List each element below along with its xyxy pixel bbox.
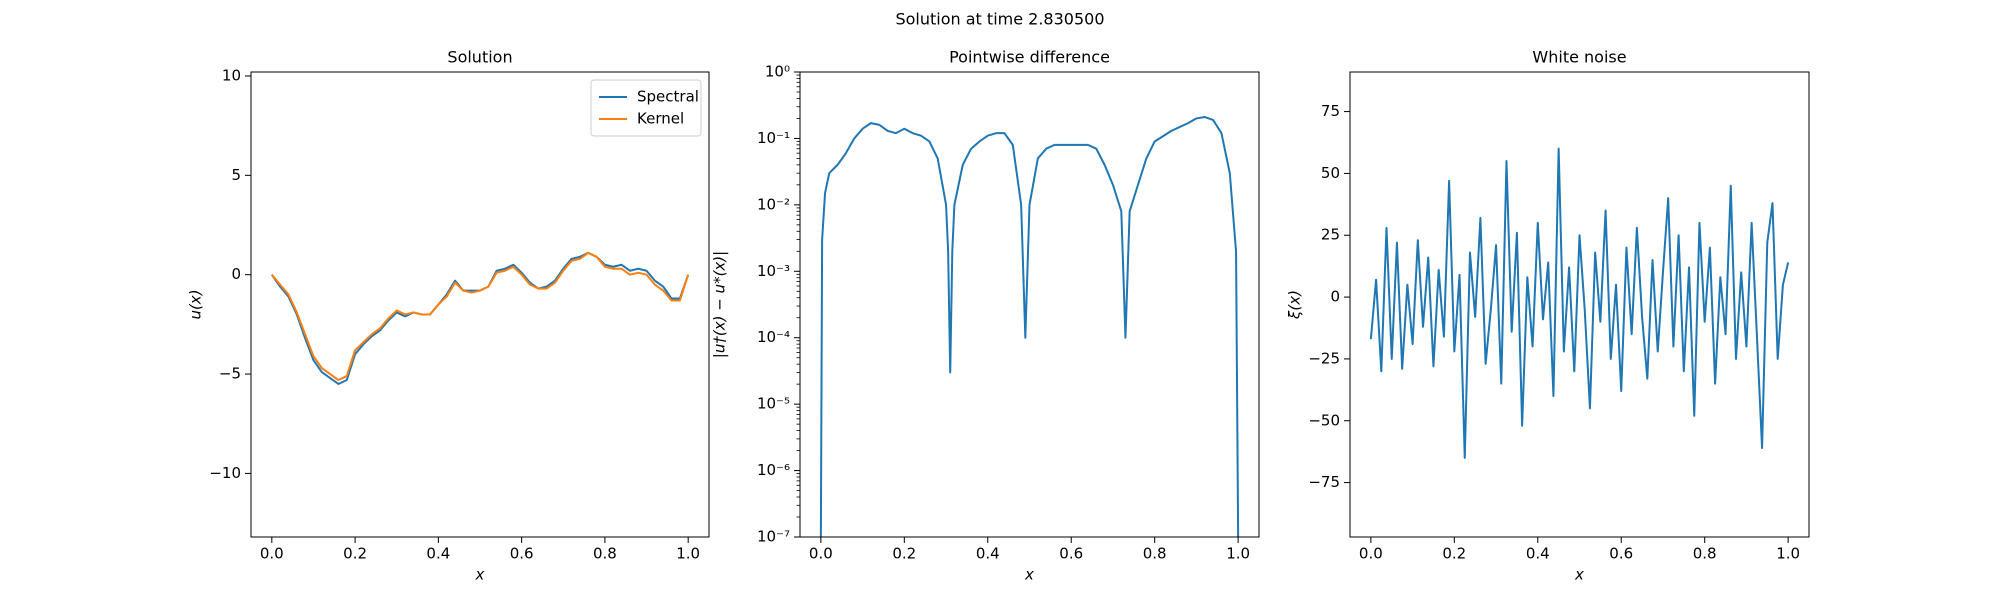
x-tick-label: 0.0 — [260, 545, 284, 563]
legend-label: Kernel — [637, 110, 684, 128]
y-tick-label: 10⁻⁴ — [757, 328, 790, 346]
y-tick-label: 25 — [1321, 226, 1340, 244]
x-axis-label: x — [475, 566, 485, 584]
x-tick-label: 0.6 — [510, 545, 534, 563]
x-tick-label: 0.0 — [809, 545, 833, 563]
y-axis-label: u(x) — [187, 289, 205, 319]
y-tick-label: −25 — [1308, 349, 1340, 367]
legend-box — [590, 79, 702, 137]
x-tick-label: 0.2 — [1442, 545, 1466, 563]
y-tick-label: 10⁻¹ — [757, 129, 790, 147]
y-tick-label: 75 — [1321, 102, 1340, 120]
data-line — [1369, 147, 1790, 459]
data-line — [271, 251, 690, 382]
x-tick-label: 0.2 — [343, 545, 367, 563]
y-tick-label: −75 — [1308, 473, 1340, 491]
figure-title: Solution at time 2.830500 — [895, 10, 1104, 29]
x-tick-label: 0.2 — [892, 545, 916, 563]
y-tick-label: −10 — [209, 464, 241, 482]
y-tick-label: 0 — [1330, 288, 1340, 306]
y-tick-label: 5 — [231, 166, 241, 184]
x-tick-label: 0.4 — [1526, 545, 1550, 563]
axes-frame — [799, 71, 1260, 538]
y-tick-label: 10⁰ — [765, 63, 790, 81]
y-axis-label: |u†(x) − u*(x)| — [711, 251, 729, 358]
y-tick-label: 50 — [1321, 164, 1340, 182]
y-tick-label: −5 — [219, 365, 241, 383]
x-axis-label: x — [1024, 566, 1034, 584]
y-axis-label: ξ(x) — [1286, 290, 1304, 320]
y-tick-label: −50 — [1308, 411, 1340, 429]
axes-frame — [250, 71, 710, 538]
y-tick-label: 10 — [222, 66, 241, 84]
y-tick-label: 10⁻⁵ — [757, 395, 790, 413]
legend-label: Spectral — [637, 88, 699, 106]
x-tick-label: 0.8 — [593, 545, 617, 563]
y-tick-label: 10⁻³ — [757, 262, 790, 280]
x-tick-label: 0.4 — [976, 545, 1000, 563]
axes-title: Solution — [447, 48, 512, 67]
x-tick-label: 0.6 — [1059, 545, 1083, 563]
data-line — [819, 116, 1240, 537]
x-tick-label: 0.4 — [426, 545, 450, 563]
axes-frame — [1349, 71, 1810, 538]
x-tick-label: 0.0 — [1359, 545, 1383, 563]
y-tick-label: 10⁻² — [757, 195, 790, 213]
x-tick-label: 0.8 — [1693, 545, 1717, 563]
axes-title: White noise — [1532, 48, 1626, 67]
y-tick-label: 0 — [231, 265, 241, 283]
x-tick-label: 1.0 — [1776, 545, 1800, 563]
y-tick-label: 10⁻⁶ — [757, 461, 790, 479]
x-tick-label: 1.0 — [676, 545, 700, 563]
x-tick-label: 0.6 — [1609, 545, 1633, 563]
axes-title: Pointwise difference — [949, 48, 1110, 67]
x-axis-label: x — [1574, 566, 1584, 584]
x-tick-label: 1.0 — [1226, 545, 1250, 563]
x-tick-label: 0.8 — [1143, 545, 1167, 563]
y-tick-label: 10⁻⁷ — [757, 528, 790, 546]
